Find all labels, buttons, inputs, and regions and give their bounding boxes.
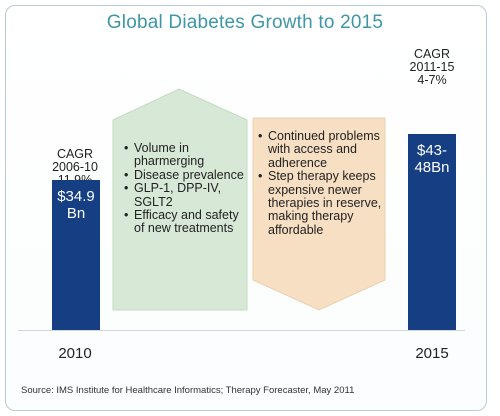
- growth-constraint-item: Step therapy keeps expensive newer thera…: [258, 170, 384, 237]
- bar-2010-value: $34.9 Bn: [52, 188, 100, 222]
- chart-title: Global Diabetes Growth to 2015: [106, 12, 384, 33]
- bar-value-line: Bn: [66, 205, 86, 222]
- x-axis-line: [18, 330, 465, 331]
- bar-2015-value: $43- 48Bn: [408, 142, 456, 176]
- growth-driver-item: GLP-1, DPP-IV, SGLT2: [124, 182, 252, 209]
- cagr-label-2015-line-1: CAGR: [413, 47, 451, 61]
- x-tick-2015: 2015: [415, 345, 449, 362]
- growth-driver-item: Disease prevalence: [124, 168, 252, 183]
- bar-value-line: $43-: [416, 142, 448, 159]
- x-tick-2010: 2010: [58, 345, 92, 362]
- growth-constraint-item: Continued problems with access and adher…: [258, 129, 384, 170]
- bar-2015: $43- 48Bn: [408, 134, 456, 330]
- growth-driver-item: Volume in pharmerging: [124, 141, 252, 169]
- cagr-label-2010-line-2: 2006-10: [52, 160, 98, 174]
- cagr-label-2015-line-3: 4-7%: [417, 73, 447, 87]
- bar-value-line: 48Bn: [414, 159, 450, 176]
- growth-drivers-list: Volume in pharmerging Disease prevalence…: [124, 141, 252, 236]
- source-note: Source: IMS Institute for Healthcare Inf…: [21, 385, 355, 396]
- cagr-label-2015: CAGR 2011-15 4-7%: [392, 48, 472, 87]
- cagr-label-2015-line-2: 2011-15: [409, 60, 455, 74]
- growth-driver-item: Efficacy and safety of new treatments: [124, 208, 252, 236]
- cagr-label-2010-line-1: CAGR: [56, 147, 94, 161]
- bar-2010: $34.9 Bn: [52, 180, 100, 330]
- growth-constraints-list: Continued problems with access and adher…: [258, 129, 384, 237]
- bar-value-line: $34.9: [57, 188, 95, 205]
